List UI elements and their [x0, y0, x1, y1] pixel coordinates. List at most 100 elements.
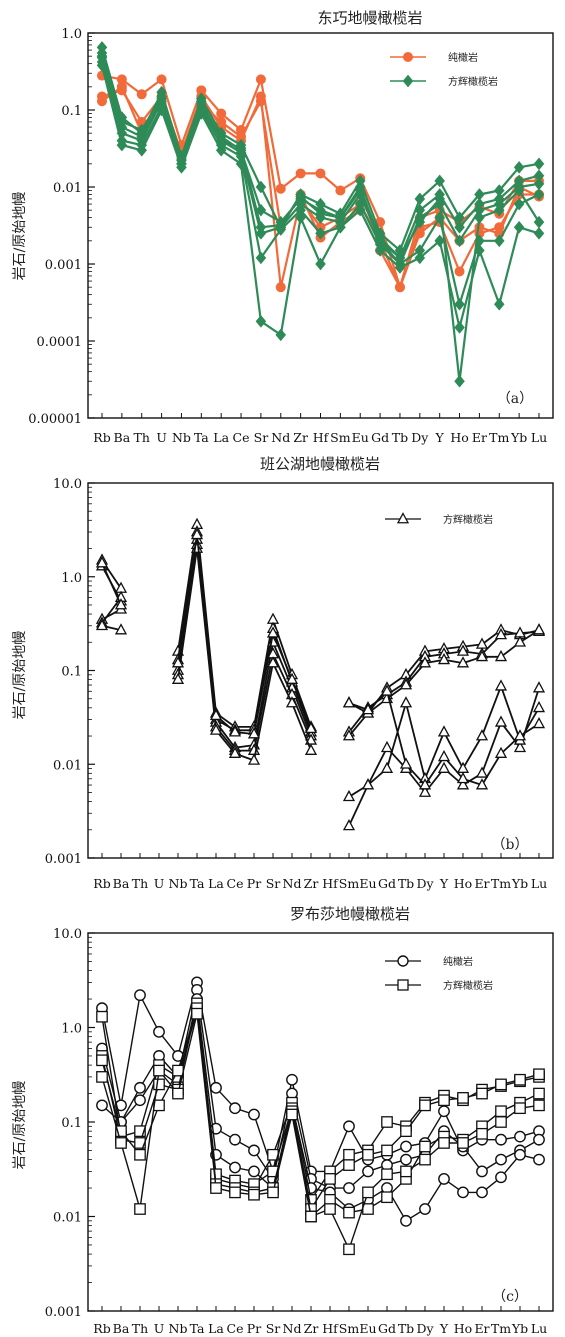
x-tick-label: Eu: [359, 876, 376, 891]
data-point: [315, 207, 326, 221]
y-axis-label: 岩石/原始地幔: [12, 192, 28, 281]
data-point: [116, 81, 127, 92]
data-point: [295, 168, 306, 179]
x-tick-label: Nb: [169, 1321, 188, 1336]
x-tick-label: La: [208, 876, 224, 891]
x-tick-label: Sr: [266, 876, 281, 891]
data-point: [209, 708, 223, 721]
data-point: [495, 1153, 507, 1166]
legend-marker-square: [397, 979, 409, 991]
data-point: [495, 1078, 507, 1091]
x-tick-label: Pr: [247, 876, 261, 891]
data-point: [191, 1007, 203, 1020]
y-tick-label: 10.0: [53, 927, 82, 942]
data-point: [419, 1099, 431, 1112]
series-line: [101, 998, 540, 1222]
x-tick-label: Gd: [378, 1321, 396, 1336]
data-point: [532, 700, 546, 713]
x-tick-label: Ta: [194, 430, 209, 445]
series-series-5: [95, 527, 546, 790]
data-point: [97, 96, 107, 107]
data-point: [255, 251, 267, 265]
data-point: [380, 684, 394, 696]
x-tick-label: Sr: [266, 1321, 281, 1336]
x-tick-label: Nb: [172, 430, 191, 445]
data-point: [374, 234, 386, 248]
data-point: [285, 696, 299, 708]
data-point: [493, 234, 505, 248]
data-point: [533, 226, 545, 240]
data-point: [418, 656, 432, 668]
data-point: [361, 778, 375, 790]
series-方辉橄榄岩-8: [96, 49, 545, 388]
data-point: [533, 1099, 545, 1112]
data-point: [380, 761, 394, 773]
data-point: [494, 679, 508, 691]
y-axis-label: 岩石/原始地幔: [12, 1081, 28, 1170]
x-tick-label: Zr: [304, 1321, 319, 1336]
x-tick-label: U: [156, 430, 167, 445]
data-point: [437, 749, 451, 762]
panel-tag: （c）: [492, 1289, 528, 1305]
data-point: [343, 1182, 355, 1194]
data-point: [209, 723, 223, 735]
data-point: [255, 314, 267, 328]
data-point: [361, 703, 375, 715]
data-point: [474, 211, 485, 225]
data-point: [275, 328, 287, 342]
x-tick-label: Tm: [491, 1321, 511, 1336]
data-point: [275, 183, 286, 194]
data-point: [513, 740, 527, 753]
x-tick-label: Yb: [511, 876, 528, 891]
data-point: [96, 1099, 108, 1112]
data-point: [457, 1137, 469, 1149]
data-point: [116, 138, 128, 152]
y-tick-label: 0.01: [53, 181, 82, 196]
data-point: [513, 184, 525, 197]
data-point: [153, 1025, 165, 1038]
data-point: [456, 761, 470, 773]
x-tick-label: Zr: [304, 876, 319, 891]
data-point: [475, 649, 489, 662]
data-point: [454, 374, 465, 388]
data-point: [295, 211, 306, 225]
data-point: [400, 1214, 412, 1227]
data-point: [295, 190, 306, 204]
y-tick-label: 0.0001: [37, 335, 83, 350]
series-方辉橄榄岩-7: [96, 58, 545, 342]
legend-marker-circle: [397, 955, 409, 967]
chart-title: 罗布莎地幔橄榄岩: [290, 905, 410, 923]
data-point: [475, 729, 489, 741]
data-point: [255, 180, 267, 194]
data-point: [475, 766, 489, 778]
data-point: [195, 94, 207, 108]
x-tick-label: Lu: [531, 430, 547, 445]
data-point: [533, 1133, 545, 1146]
data-point: [494, 627, 508, 640]
y-tick-label: 0.1: [61, 104, 82, 119]
data-point: [176, 152, 187, 166]
x-tick-label: Nd: [283, 1321, 302, 1336]
data-point: [514, 1073, 526, 1086]
data-point: [95, 618, 109, 631]
data-point: [454, 266, 465, 277]
data-point: [513, 220, 525, 234]
series-series-2: [95, 532, 546, 753]
data-point: [400, 1140, 412, 1153]
data-point: [354, 180, 366, 194]
data-point: [95, 556, 109, 568]
x-tick-label: Yb: [510, 430, 527, 445]
chart-panel-b: 0.001 0.01 0.1 1.0 10.0 Rb Ba Th U Nb Ta La Ce Pr Sr Nd…: [0, 445, 565, 895]
y-tick-label: 1.0: [61, 571, 82, 586]
series-方辉橄榄岩-5: [96, 1002, 545, 1223]
data-point: [495, 1171, 507, 1184]
data-point: [394, 261, 406, 274]
data-point: [304, 743, 318, 755]
data-point: [394, 282, 405, 293]
data-point: [228, 746, 242, 758]
x-tick-label: Ce: [233, 430, 250, 445]
data-point: [456, 656, 470, 668]
data-point: [533, 1068, 545, 1081]
data-point: [532, 716, 546, 729]
data-point: [414, 251, 426, 265]
